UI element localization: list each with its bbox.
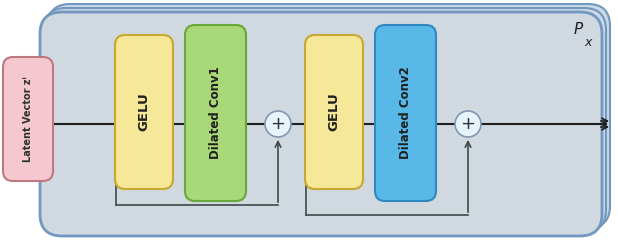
FancyBboxPatch shape [44, 8, 606, 232]
Text: GELU: GELU [137, 93, 151, 131]
FancyBboxPatch shape [115, 35, 173, 189]
Text: +: + [271, 115, 286, 133]
FancyBboxPatch shape [3, 57, 53, 181]
Text: P: P [574, 23, 583, 37]
Text: Dilated Conv1: Dilated Conv1 [209, 67, 222, 159]
Circle shape [265, 111, 291, 137]
Circle shape [455, 111, 481, 137]
FancyBboxPatch shape [185, 25, 246, 201]
Text: x: x [584, 36, 591, 48]
Text: Latent Vector zⁱ: Latent Vector zⁱ [23, 76, 33, 162]
FancyBboxPatch shape [305, 35, 363, 189]
Text: GELU: GELU [328, 93, 341, 131]
Text: Dilated Conv2: Dilated Conv2 [399, 67, 412, 159]
Text: +: + [460, 115, 475, 133]
FancyBboxPatch shape [48, 4, 610, 228]
FancyBboxPatch shape [40, 12, 602, 236]
FancyBboxPatch shape [375, 25, 436, 201]
